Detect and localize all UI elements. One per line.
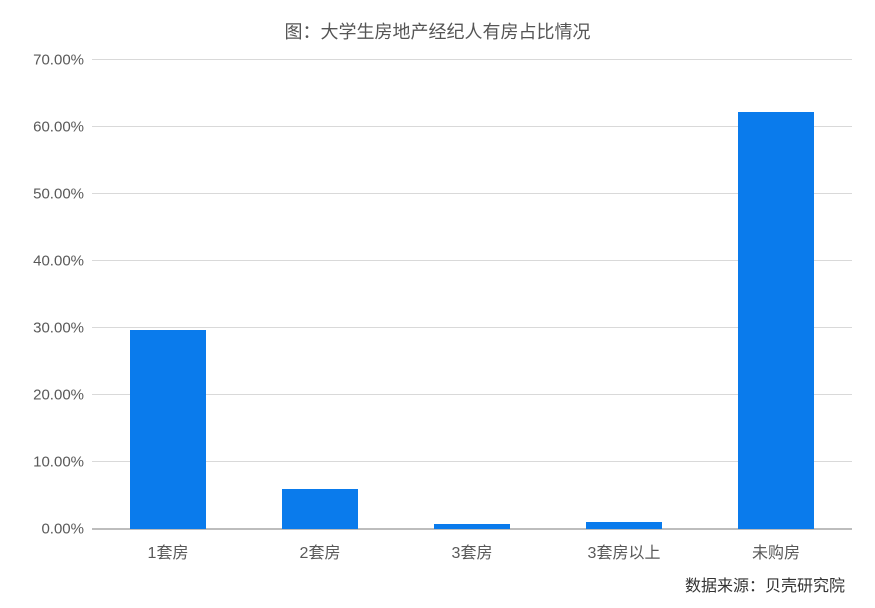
- y-tick-label: 70.00%: [33, 52, 84, 69]
- bar-slot: 2套房: [244, 60, 396, 529]
- bars-layer: 1套房2套房3套房3套房以上未购房: [92, 60, 852, 529]
- x-tick-label: 未购房: [752, 539, 800, 563]
- y-tick-label: 0.00%: [41, 521, 84, 538]
- data-source-label: 数据来源：贝壳研究院: [685, 572, 845, 596]
- y-tick-label: 20.00%: [33, 387, 84, 404]
- chart-container: 图：大学生房地产经纪人有房占比情况 0.00%10.00%20.00%30.00…: [0, 0, 875, 608]
- y-tick-label: 40.00%: [33, 253, 84, 270]
- bar: [282, 489, 358, 529]
- bar: [738, 112, 814, 529]
- x-tick-label: 3套房以上: [588, 539, 661, 563]
- bar: [434, 524, 510, 529]
- x-tick-label: 1套房: [148, 539, 189, 563]
- bar-slot: 未购房: [700, 60, 852, 529]
- y-tick-label: 10.00%: [33, 454, 84, 471]
- bar-slot: 3套房: [396, 60, 548, 529]
- chart-title: 图：大学生房地产经纪人有房占比情况: [0, 18, 875, 44]
- bar: [130, 330, 206, 529]
- bar: [586, 522, 662, 529]
- x-tick-label: 3套房: [452, 539, 493, 563]
- x-tick-label: 2套房: [300, 539, 341, 563]
- y-tick-label: 60.00%: [33, 119, 84, 136]
- plot-area: 0.00%10.00%20.00%30.00%40.00%50.00%60.00…: [92, 60, 852, 530]
- bar-slot: 1套房: [92, 60, 244, 529]
- bar-slot: 3套房以上: [548, 60, 700, 529]
- y-tick-label: 50.00%: [33, 186, 84, 203]
- y-tick-label: 30.00%: [33, 320, 84, 337]
